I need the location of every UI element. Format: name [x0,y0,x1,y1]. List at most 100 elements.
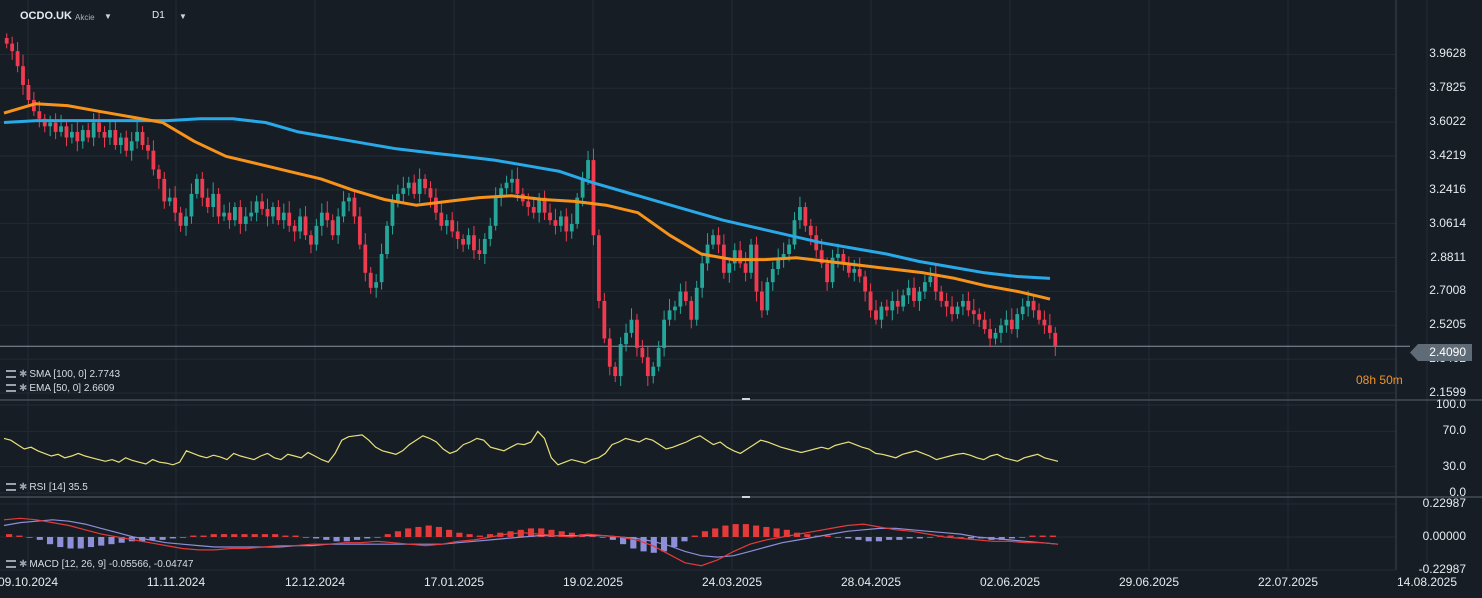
macd-histogram-bar [640,537,647,552]
macd-histogram-bar [190,535,197,537]
macd-tick-label: 0.00000 [1422,529,1466,543]
pane-resize-handle [742,496,750,498]
symbol-dropdown-chevron-icon[interactable]: ▼ [104,12,112,21]
macd-histogram-bar [323,537,330,540]
candle-up [347,197,351,202]
price-tick-label: 3.2416 [1429,181,1466,196]
candle-down [912,287,916,301]
candle-down [1042,319,1047,326]
candle-up [184,216,188,226]
candle-down [950,306,954,315]
macd-histogram-bar [353,537,361,540]
macd-histogram-bar [947,535,954,537]
sma-legend[interactable]: ✱ SMA [100, 0] 2.7743 [6,369,120,380]
macd-histogram-bar [599,537,606,538]
ema-menu-icon[interactable] [6,384,16,392]
candle-down [939,291,944,301]
timeframe-dropdown-chevron-icon[interactable]: ▼ [179,12,187,21]
candle-up [890,300,895,311]
candle-down [803,207,808,226]
candle-up [314,225,319,245]
macd-histogram-bar [456,532,463,537]
candle-down [613,366,618,377]
macd-tick-label: -0.22987 [1418,562,1466,576]
candle-down [640,347,645,358]
candle-up [488,225,493,239]
timeframe-label[interactable]: D1 [152,10,165,21]
candle-up [662,319,667,348]
macd-histogram-bar [333,537,340,542]
macd-histogram-bar [415,526,422,537]
candle-down [352,197,357,217]
countdown-hours-unit: h [1369,373,1377,387]
macd-histogram-bar [630,537,637,549]
macd-histogram-bar [46,537,54,545]
sma-settings-icon[interactable]: ✱ [19,369,28,380]
candle-down [977,314,982,320]
macd-histogram-bar [875,537,882,542]
candle-up [727,263,732,273]
last-price-tag: 2.4090 [1410,344,1472,361]
candles-layer [4,33,1058,387]
ema-legend[interactable]: ✱ EMA [50, 0] 2.6609 [6,383,114,394]
candle-down [645,357,650,377]
rsi-legend-label: RSI [14] [29,482,66,493]
macd-histogram-bar [282,535,289,537]
candle-up [482,238,487,254]
candle-down [368,272,373,288]
candle-down [933,276,938,292]
rsi-legend[interactable]: ✱ RSI [14] 35.5 [6,482,88,493]
candle-down [227,212,232,221]
rsi-tick-label: 30.0 [1442,458,1466,473]
sma-menu-icon[interactable] [6,370,16,378]
candle-down [37,111,42,119]
macd-histogram-bar [804,534,811,537]
candle-down [548,212,552,221]
time-tick-label: 11.11.2024 [146,575,206,589]
candle-up [569,223,574,232]
macd-histogram-bar [916,537,923,539]
candle-down [1031,300,1036,311]
macd-settings-icon[interactable]: ✱ [19,559,28,570]
macd-histogram-bar [1039,535,1046,537]
candle-up [91,122,96,138]
candle-down [825,263,829,283]
macd-histogram-bar [180,537,187,538]
price-tick-label: 2.1599 [1429,385,1466,399]
candle-down [363,244,368,273]
candle-down [754,244,759,292]
symbol-label[interactable]: OCDO.UK [20,10,72,22]
macd-legend[interactable]: ✱ MACD [12, 26, 9] -0.05566, -0.04747 [6,559,193,570]
macd-histogram-bar [712,528,719,537]
rsi-layer [3,430,1059,466]
time-tick-label: 02.06.2025 [979,575,1041,589]
macd-histogram-bar [292,535,299,537]
rsi-settings-icon[interactable]: ✱ [19,482,28,493]
macd-histogram-bar [568,532,576,537]
candle-up [401,188,406,194]
macd-histogram-bar [722,525,729,537]
candle-up [493,197,498,226]
macd-histogram-bar [118,537,125,543]
candle-down [743,263,748,273]
candle-down [944,300,949,307]
candle-up [336,216,341,236]
candle-up [59,126,63,132]
candle-up [580,178,585,198]
candle-down [260,201,264,209]
macd-histogram-bar [957,537,964,538]
candle-down [238,207,243,224]
ema-legend-label: EMA [50, 0] [29,383,82,394]
rsi-menu-icon[interactable] [6,483,16,491]
countdown-minutes: 50 [1379,373,1393,387]
macd-menu-icon[interactable] [6,560,16,568]
candle-down [10,43,15,52]
macd-histogram-bar [732,524,739,537]
candle-down [683,291,688,301]
ema-settings-icon[interactable]: ✱ [19,383,28,394]
pane-separators [0,0,1482,570]
candle-up [1015,314,1020,330]
candle-up [618,344,623,377]
macd-histogram-bar [671,537,678,548]
